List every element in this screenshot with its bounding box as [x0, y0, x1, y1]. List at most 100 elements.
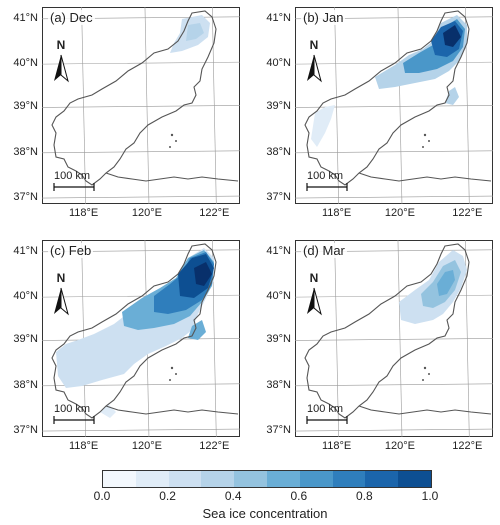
coastline [105, 172, 239, 182]
lat-tick-label: 39°N [266, 100, 291, 113]
coastline [51, 243, 217, 419]
north-label: N [309, 271, 319, 285]
island [422, 379, 424, 381]
colorbar-segment [234, 471, 267, 487]
coastline [358, 405, 492, 415]
island [169, 379, 171, 381]
coastline [304, 243, 470, 419]
colorbar-tick-label: 0.8 [356, 489, 373, 503]
island [428, 373, 430, 375]
scale-bar [306, 183, 348, 191]
colorbar-tick-label: 0.6 [290, 489, 308, 503]
island [422, 146, 424, 148]
lon-tick-label: 122°E [199, 207, 230, 219]
north-arrow-icon [54, 287, 69, 316]
island [175, 140, 177, 142]
map-svg [295, 7, 493, 204]
colorbar-segment [365, 471, 399, 487]
scale-bar [306, 416, 348, 424]
scale-label: 100 km [307, 403, 344, 415]
panel-label: (c) Feb [48, 243, 94, 258]
lat-tick-label: 37°N [13, 424, 38, 437]
lat-tick-label: 38°N [13, 145, 38, 158]
lon-tick-label: 118°E [68, 440, 99, 452]
coastline [105, 405, 239, 415]
lat-tick-label: 41°N [266, 244, 291, 257]
map-panel-mar: (d) Mar N 100 km [295, 240, 493, 437]
lat-gridline [42, 150, 240, 154]
map-svg [295, 240, 493, 437]
lat-gridline [295, 383, 493, 387]
coastline [304, 10, 470, 186]
sea-ice-contour [311, 105, 335, 147]
lon-tick-label: 118°E [321, 207, 352, 219]
scale-bar [53, 416, 95, 424]
colorbar-tick-label: 0.0 [93, 489, 111, 503]
lat-tick-label: 38°N [266, 378, 291, 391]
scale-label: 100 km [54, 403, 91, 415]
lon-tick-label: 118°E [321, 440, 352, 452]
north-arrow-icon [307, 54, 322, 83]
colorbar-label: Sea ice concentration [202, 506, 328, 521]
lon-gridline [334, 240, 339, 437]
lat-tick-label: 37°N [266, 191, 291, 204]
colorbar-segment [168, 471, 202, 487]
map-panel-dec: (a) Dec N 100 km [42, 7, 240, 204]
lon-tick-label: 118°E [68, 207, 99, 219]
colorbar-segment [103, 471, 136, 487]
lon-tick-label: 122°E [452, 207, 483, 219]
lat-gridline [42, 428, 240, 432]
colorbar-segment [201, 471, 235, 487]
lat-tick-label: 37°N [13, 191, 38, 204]
island [170, 366, 174, 370]
lat-gridline [42, 195, 240, 199]
scale-label: 100 km [307, 170, 344, 182]
panel-label: (d) Mar [301, 243, 347, 258]
island [423, 133, 427, 137]
island [170, 133, 174, 137]
lat-tick-label: 39°N [266, 333, 291, 346]
lon-gridline [81, 7, 86, 204]
island [169, 146, 171, 148]
lat-tick-label: 41°N [13, 11, 38, 24]
map-svg [42, 240, 240, 437]
sea-ice-contour [186, 23, 204, 41]
sea-ice-contour [194, 262, 212, 286]
lat-gridline [295, 195, 493, 199]
sea-ice-contour [437, 270, 455, 296]
colorbar-segment [135, 471, 169, 487]
lat-tick-label: 40°N [13, 290, 38, 303]
lat-gridline [295, 150, 493, 154]
map-panel-feb: (c) Feb N 100 km [42, 240, 240, 437]
sea-ice-contour [100, 404, 116, 418]
lat-tick-label: 38°N [13, 378, 38, 391]
lat-gridline [295, 338, 493, 341]
north-label: N [56, 271, 66, 285]
map-svg [42, 7, 240, 204]
panel-label: (a) Dec [48, 10, 95, 25]
lat-tick-label: 41°N [266, 11, 291, 24]
colorbar-tick-label: 0.4 [224, 489, 242, 503]
scale-bar [53, 183, 95, 191]
north-arrow-icon [54, 54, 69, 83]
panel-label: (b) Jan [301, 10, 346, 25]
lon-gridline [397, 240, 403, 437]
lon-tick-label: 122°E [452, 440, 483, 452]
north-arrow-icon [307, 287, 322, 316]
lon-gridline [397, 7, 403, 204]
lat-tick-label: 37°N [266, 424, 291, 437]
colorbar-tick-label: 1.0 [421, 489, 439, 503]
colorbar-tick-label: 0.2 [159, 489, 176, 503]
colorbar-segment [266, 471, 300, 487]
lon-tick-label: 120°E [384, 207, 415, 219]
colorbar-segment [332, 471, 366, 487]
lat-gridline [295, 428, 493, 432]
lat-tick-label: 40°N [266, 290, 291, 303]
lon-gridline [144, 7, 150, 204]
north-label: N [56, 38, 66, 52]
island [423, 366, 427, 370]
lat-tick-label: 38°N [266, 145, 291, 158]
island [175, 373, 177, 375]
colorbar-segment [299, 471, 333, 487]
lat-tick-label: 39°N [13, 333, 38, 346]
